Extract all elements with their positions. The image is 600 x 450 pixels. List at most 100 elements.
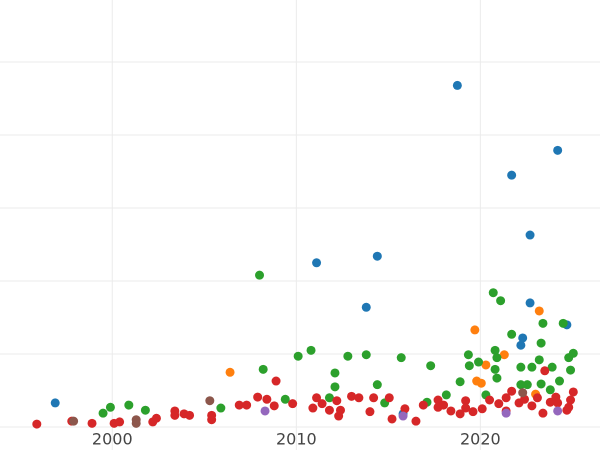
point: [32, 419, 42, 429]
point: [490, 364, 500, 374]
point: [131, 418, 141, 428]
point: [501, 393, 511, 403]
point: [538, 318, 548, 328]
point: [50, 398, 60, 408]
point: [527, 362, 537, 372]
point: [308, 403, 318, 413]
point: [452, 80, 462, 90]
x-tick-label: 2020: [460, 430, 501, 449]
point: [312, 258, 322, 268]
point: [516, 340, 526, 350]
point: [553, 406, 563, 416]
point: [354, 393, 364, 403]
point: [280, 394, 290, 404]
point: [234, 400, 244, 410]
point: [324, 405, 334, 415]
point: [468, 407, 478, 417]
point: [170, 410, 180, 420]
point: [115, 417, 125, 427]
point: [461, 396, 471, 406]
point: [269, 401, 279, 411]
point: [372, 251, 382, 261]
point: [485, 395, 495, 405]
point: [555, 376, 565, 386]
point: [501, 408, 511, 418]
point: [488, 288, 498, 298]
point: [481, 360, 491, 370]
point: [262, 394, 272, 404]
point: [470, 325, 480, 335]
point: [525, 298, 535, 308]
x-tick-label: 2000: [92, 430, 133, 449]
point: [398, 411, 408, 421]
point: [253, 392, 263, 402]
point: [372, 380, 382, 390]
point: [426, 361, 436, 371]
point: [464, 361, 474, 371]
point: [566, 365, 576, 375]
point: [490, 345, 500, 355]
point: [455, 377, 465, 387]
point: [260, 406, 270, 416]
point: [534, 355, 544, 365]
point: [527, 401, 537, 411]
point: [553, 398, 563, 408]
point: [255, 270, 265, 280]
point: [69, 416, 79, 426]
point: [446, 406, 456, 416]
point: [492, 353, 502, 363]
point: [312, 393, 322, 403]
point: [87, 418, 97, 428]
point: [361, 350, 371, 360]
point: [306, 345, 316, 355]
point: [474, 357, 484, 367]
point: [463, 350, 473, 360]
point: [536, 338, 546, 348]
point: [553, 145, 563, 155]
point: [518, 333, 528, 343]
point: [293, 351, 303, 361]
point: [151, 413, 161, 423]
point: [566, 395, 576, 405]
point: [525, 230, 535, 240]
point: [317, 399, 327, 409]
point: [225, 367, 235, 377]
point: [400, 404, 410, 414]
point: [324, 393, 334, 403]
point: [216, 403, 226, 413]
point: [507, 170, 517, 180]
point: [343, 351, 353, 361]
point: [534, 306, 544, 316]
point: [547, 362, 557, 372]
point: [545, 385, 555, 395]
point: [185, 410, 195, 420]
point: [258, 364, 268, 374]
point: [347, 391, 357, 401]
point: [335, 405, 345, 415]
point: [540, 366, 550, 376]
point: [105, 402, 115, 412]
point: [332, 396, 342, 406]
point: [461, 403, 471, 413]
point: [564, 353, 574, 363]
point: [124, 400, 134, 410]
point: [476, 378, 486, 388]
point: [205, 396, 215, 406]
point: [418, 400, 428, 410]
point: [365, 407, 375, 417]
point: [494, 399, 504, 409]
point: [330, 382, 340, 392]
point: [396, 353, 406, 363]
point: [516, 362, 526, 372]
point: [507, 329, 517, 339]
point: [330, 368, 340, 378]
point: [288, 399, 298, 409]
point: [384, 393, 394, 403]
point: [361, 302, 371, 312]
point: [538, 408, 548, 418]
point: [439, 400, 449, 410]
point: [568, 387, 578, 397]
point: [242, 400, 252, 410]
point: [496, 296, 506, 306]
